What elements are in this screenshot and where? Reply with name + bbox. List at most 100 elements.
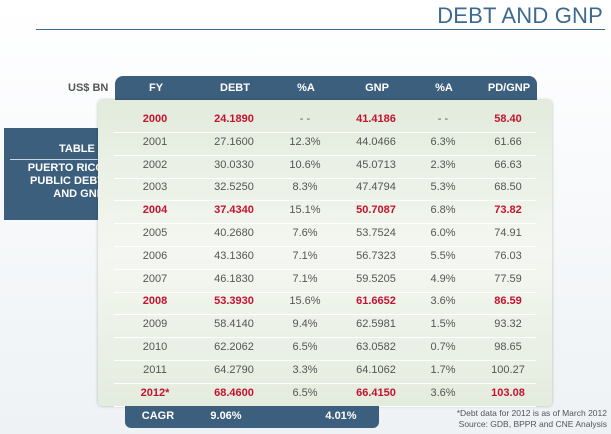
cell-debt: 24.1890 bbox=[214, 113, 254, 125]
cell-debt-change: 12.3% bbox=[289, 135, 321, 148]
cell-gnp-change: 1.7% bbox=[430, 363, 456, 376]
description-line: PUBLIC DEBT bbox=[30, 175, 104, 187]
cell-fy: 2005 bbox=[142, 227, 168, 239]
table-row: 2005 40.2680 7.6% 53.7524 6.0% 74.91 bbox=[114, 222, 536, 247]
cell-gnp: 61.6652 bbox=[356, 295, 396, 308]
cell-fy: 2012* bbox=[140, 386, 170, 399]
cell-gnp-change: 3.6% bbox=[430, 386, 456, 399]
cell-debt: 43.1360 bbox=[214, 249, 254, 262]
cell-gnp-change: 3.6% bbox=[430, 295, 456, 308]
cell-pd-gnp: 103.08 bbox=[491, 386, 525, 399]
cell-fy: 2007 bbox=[142, 272, 168, 285]
cell-debt-change: 7.6% bbox=[292, 227, 318, 239]
cell-debt: 40.2680 bbox=[214, 227, 254, 239]
table-row: 2007 46.1830 7.1% 59.5205 4.9% 77.59 bbox=[114, 268, 536, 293]
cell-gnp-change: 1.5% bbox=[430, 318, 456, 331]
cell-gnp: 64.1062 bbox=[356, 363, 396, 376]
column-header-debt-change: %A bbox=[297, 82, 315, 94]
cell-fy: 2003 bbox=[142, 181, 168, 194]
cell-debt: 30.0330 bbox=[214, 158, 254, 171]
column-header-gnp-change: %A bbox=[435, 82, 453, 94]
table-row: 2000 24.1890 - - 41.4186 - - 58.40 bbox=[114, 108, 536, 133]
cell-gnp: 44.0466 bbox=[356, 135, 396, 148]
cell-gnp: 63.0582 bbox=[356, 341, 396, 353]
cell-debt-change: 9.4% bbox=[292, 318, 318, 331]
footnote: *Debt data for 2012 is as of March 2012 … bbox=[387, 408, 607, 430]
table-row: 2006 43.1360 7.1% 56.7323 5.5% 76.03 bbox=[114, 245, 536, 270]
cell-pd-gnp: 77.59 bbox=[494, 272, 522, 285]
caption-divider bbox=[10, 159, 104, 160]
data-table: 2000 24.1890 - - 41.4186 - - 58.40 2001 27.1600… bbox=[98, 100, 552, 407]
cell-debt-change: 7.1% bbox=[292, 272, 318, 285]
cell-pd-gnp: 61.66 bbox=[494, 135, 522, 148]
cell-gnp: 66.4150 bbox=[356, 386, 396, 399]
cell-fy: 2004 bbox=[142, 204, 168, 217]
cell-debt-change: - - bbox=[299, 113, 311, 125]
table-caption-tab: TABLE 2 PUERTO RICO PUBLIC DEBT AND GNP bbox=[4, 128, 110, 220]
cell-debt: 46.1830 bbox=[214, 272, 254, 285]
description-line: PUERTO RICO bbox=[27, 162, 104, 174]
table-row: 2011 64.2790 3.3% 64.1062 1.7% 100.27 bbox=[114, 359, 536, 384]
cell-gnp: 53.7524 bbox=[356, 227, 396, 239]
cell-gnp: 41.4186 bbox=[356, 113, 396, 125]
cell-gnp: 59.5205 bbox=[356, 272, 396, 285]
cagr-row: CAGR 9.06% 4.01% bbox=[125, 406, 379, 428]
cagr-gnp-value: 4.01% bbox=[325, 410, 357, 422]
page-title: DEBT AND GNP bbox=[437, 3, 603, 28]
source-line: Source: GDB, BPPR and CNE Analysis bbox=[458, 419, 607, 429]
cell-pd-gnp: 86.59 bbox=[494, 295, 522, 308]
cell-gnp: 45.0713 bbox=[356, 158, 396, 171]
cagr-label: CAGR bbox=[141, 410, 175, 422]
cell-gnp-change: 5.5% bbox=[430, 249, 456, 262]
cell-fy: 2001 bbox=[142, 135, 168, 148]
table-row: 2012* 68.4600 6.5% 66.4150 3.6% 103.08 bbox=[114, 382, 536, 407]
cell-debt: 37.4340 bbox=[214, 204, 254, 217]
cell-debt-change: 15.6% bbox=[289, 295, 321, 308]
cell-debt: 32.5250 bbox=[214, 181, 254, 194]
cell-pd-gnp: 100.27 bbox=[491, 363, 525, 376]
cell-fy: 2006 bbox=[142, 249, 168, 262]
cell-debt-change: 6.5% bbox=[292, 386, 318, 399]
description-line: AND GNP bbox=[53, 188, 104, 200]
cell-fy: 2009 bbox=[142, 318, 168, 331]
column-header-pd-gnp: PD/GNP bbox=[487, 82, 531, 94]
cell-fy: 2000 bbox=[142, 113, 168, 125]
cagr-debt-value: 9.06% bbox=[210, 410, 242, 422]
cell-fy: 2002 bbox=[142, 158, 168, 171]
table-body: 2000 24.1890 - - 41.4186 - - 58.40 2001 27.1600… bbox=[114, 108, 536, 407]
table-number: TABLE 2 bbox=[58, 143, 104, 155]
cell-fy: 2008 bbox=[142, 295, 168, 308]
cell-gnp: 47.4794 bbox=[356, 181, 396, 194]
cell-gnp: 62.5981 bbox=[356, 318, 396, 331]
cell-debt: 68.4600 bbox=[214, 386, 254, 399]
table-header: FY DEBT %A GNP %A PD/GNP bbox=[115, 76, 537, 100]
cell-fy: 2011 bbox=[143, 363, 167, 376]
cell-gnp-change: 6.3% bbox=[430, 135, 456, 148]
cell-fy: 2010 bbox=[142, 341, 168, 353]
cell-pd-gnp: 58.40 bbox=[494, 113, 522, 125]
cell-debt-change: 3.3% bbox=[292, 363, 318, 376]
table-row: 2003 32.5250 8.3% 47.4794 5.3% 68.50 bbox=[114, 176, 536, 202]
footnote-line: *Debt data for 2012 is as of March 2012 bbox=[456, 408, 607, 418]
cell-gnp-change: 0.7% bbox=[430, 341, 456, 353]
cell-pd-gnp: 68.50 bbox=[494, 181, 522, 194]
column-header-debt: DEBT bbox=[220, 82, 250, 94]
cell-debt: 62.2062 bbox=[214, 341, 254, 353]
cell-debt-change: 6.5% bbox=[292, 341, 318, 353]
table-row: 2001 27.1600 12.3% 44.0466 6.3% 61.66 bbox=[114, 131, 536, 156]
cell-debt: 27.1600 bbox=[214, 135, 254, 148]
cell-pd-gnp: 76.03 bbox=[494, 249, 522, 262]
cell-pd-gnp: 74.91 bbox=[494, 227, 522, 239]
table-row: 2008 53.3930 15.6% 61.6652 3.6% 86.59 bbox=[114, 290, 536, 316]
cell-debt: 58.4140 bbox=[214, 318, 254, 331]
cell-debt-change: 8.3% bbox=[292, 181, 318, 194]
table-row: 2009 58.4140 9.4% 62.5981 1.5% 93.32 bbox=[114, 313, 536, 339]
cell-gnp-change: 2.3% bbox=[430, 158, 456, 171]
table-row: 2010 62.2062 6.5% 63.0582 0.7% 98.65 bbox=[114, 336, 536, 361]
title-divider bbox=[36, 29, 605, 30]
cell-pd-gnp: 98.65 bbox=[494, 341, 522, 353]
cell-debt: 64.2790 bbox=[214, 363, 254, 376]
cell-gnp: 56.7323 bbox=[356, 249, 396, 262]
cell-gnp-change: - - bbox=[437, 113, 449, 125]
table-description: PUERTO RICO PUBLIC DEBT AND GNP bbox=[4, 162, 104, 201]
